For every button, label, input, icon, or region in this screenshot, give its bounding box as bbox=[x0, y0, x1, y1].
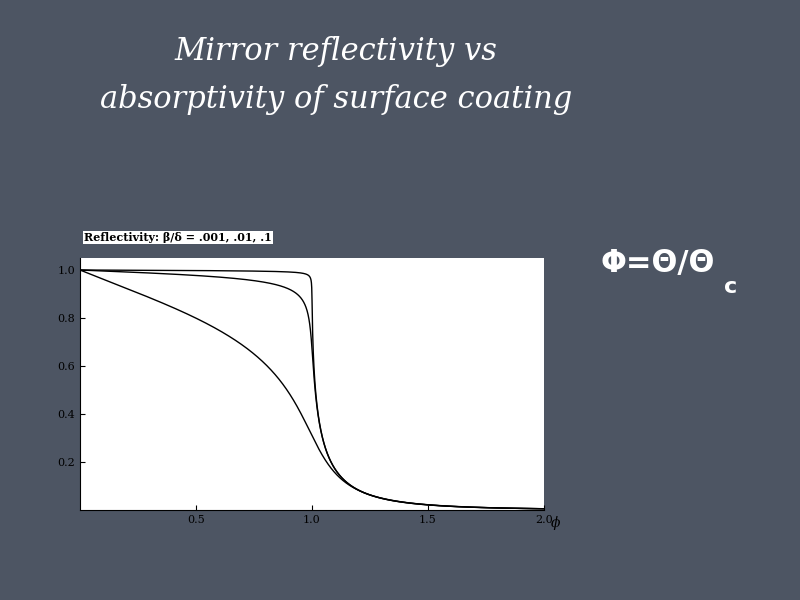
Text: Mirror reflectivity vs: Mirror reflectivity vs bbox=[174, 36, 498, 67]
Text: Reflectivity: β/δ = .001, .01, .1: Reflectivity: β/δ = .001, .01, .1 bbox=[84, 232, 272, 243]
Text: absorptivity of surface coating: absorptivity of surface coating bbox=[100, 84, 572, 115]
Text: Φ=Θ/Θ: Φ=Θ/Θ bbox=[600, 250, 714, 278]
Text: c: c bbox=[724, 277, 738, 297]
Text: ϕ: ϕ bbox=[551, 515, 561, 530]
